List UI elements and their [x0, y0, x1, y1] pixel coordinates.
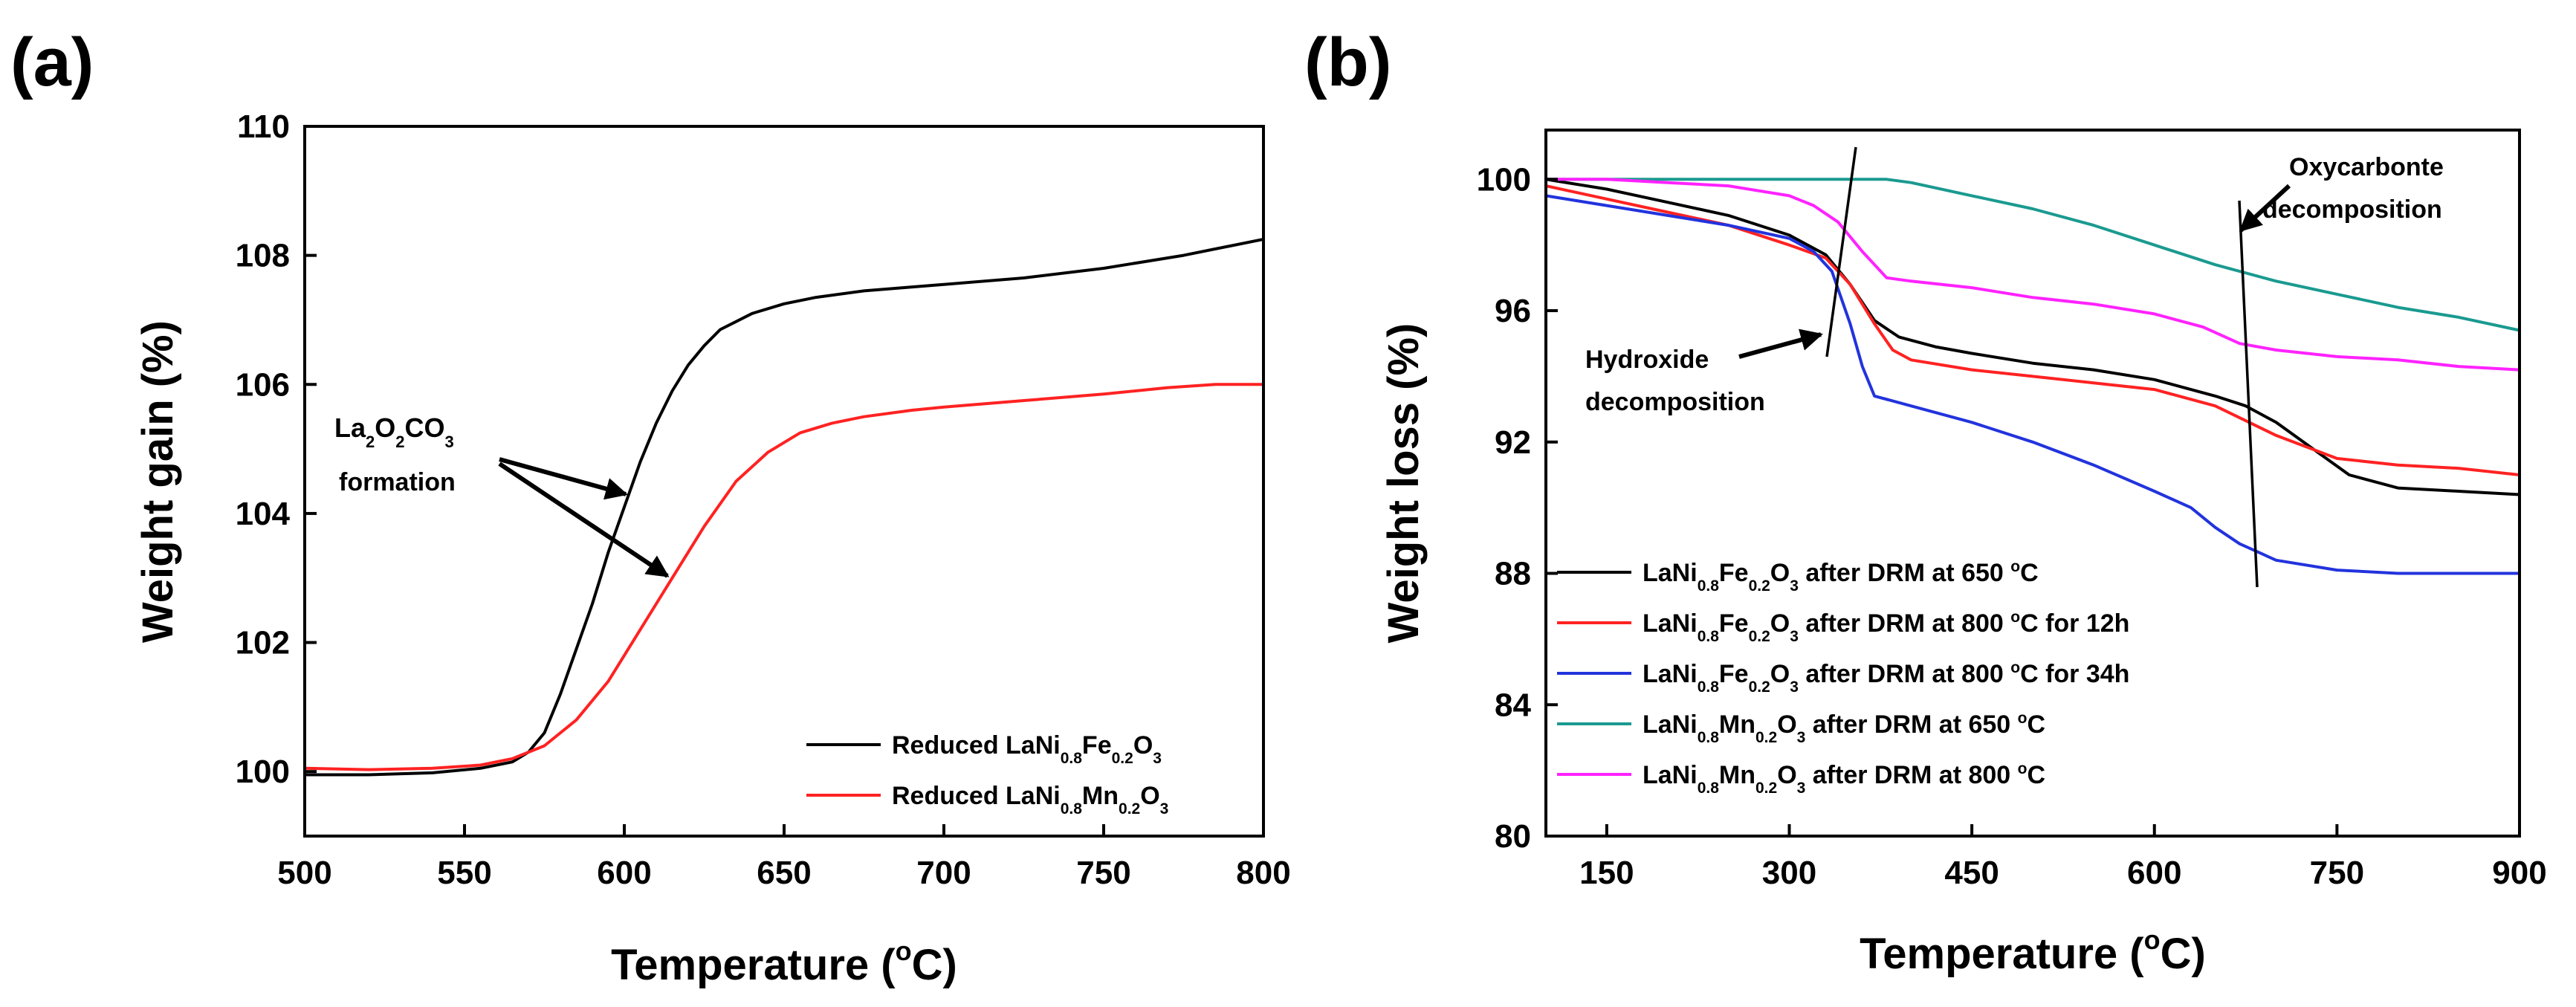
panel-a-arrow-lower	[498, 462, 670, 578]
panel-b-ytick-label: 92	[1495, 424, 1531, 461]
panel-b-xtick-label: 300	[1762, 855, 1816, 891]
panel-b-xlabel: Temperature (oC)	[1860, 925, 2206, 978]
panel-b-series-line-5	[1544, 178, 2521, 372]
panel-a-xtick-label: 500	[277, 855, 331, 891]
panel-a-ytick-label: 106	[236, 366, 290, 403]
panel-b-xtick-label: 750	[2310, 855, 2364, 891]
panel-b-legend-label-5: LaNi0.8Mn0.2O3 after DRM at 800 oC	[1643, 760, 2045, 797]
panel-a-ytick-label: 102	[236, 625, 290, 661]
panel-a-label: (a)	[10, 25, 94, 100]
panel-b-annotation-oxy-decomp: decomposition	[2262, 195, 2442, 224]
panel-b-chart: (b) 150 300 450 600 750 900 80 84 88 92 96 100 Weig…	[1304, 25, 2547, 978]
panel-b-series-group	[1544, 178, 2521, 575]
panel-a-ytick-label: 110	[237, 109, 290, 145]
panel-b-ytick-label: 84	[1495, 687, 1531, 723]
panel-b-series-line-2	[1544, 184, 2521, 476]
panel-a-series-line-1	[303, 237, 1265, 777]
panel-b-arrow-hydroxide	[1738, 328, 1823, 359]
panel-b-annotation-oxycarbonte: Oxycarbonte	[2289, 153, 2444, 181]
panel-b-xtick-label: 600	[2127, 855, 2181, 891]
panel-b-label: (b)	[1304, 25, 1391, 100]
panel-a-chart: (a) 500 550 600 650 700 750 800 100 102 104 106 108…	[10, 25, 1291, 989]
panel-b-ytick-label: 88	[1495, 556, 1531, 592]
panel-a-series-group	[303, 237, 1265, 777]
panel-a-annotation-formula: La2O2CO3	[334, 412, 454, 451]
panel-a-ytick-label: 104	[236, 496, 291, 532]
panel-a-xtick-label: 750	[1076, 855, 1130, 891]
panel-b-legend-label-2: LaNi0.8Fe0.2O3 after DRM at 800 oC for 1…	[1643, 609, 2129, 645]
panel-b-legend-label-4: LaNi0.8Mn0.2O3 after DRM at 650 oC	[1643, 710, 2045, 746]
panel-a-legend-label-2: Reduced LaNi0.8Mn0.2O3	[892, 782, 1168, 817]
panel-a-arrow-upper	[499, 457, 628, 500]
panel-a-legend: Reduced LaNi0.8Fe0.2O3 Reduced LaNi0.8Mn0…	[806, 731, 1168, 817]
panel-a-xtick-label: 800	[1236, 855, 1290, 891]
panel-b-annotation-hydroxide: Hydroxide	[1585, 346, 1709, 374]
panel-b-arrow-oxycarbonate	[2239, 184, 2291, 233]
panel-b-ytick-label: 96	[1495, 293, 1531, 329]
panel-b-axes: 150 300 450 600 750 900 80 84 88 92 96 100	[1477, 161, 2547, 891]
panel-b-legend: LaNi0.8Fe0.2O3 after DRM at 650 oC LaNi0.…	[1557, 558, 2129, 797]
panel-b-series-line-3	[1544, 194, 2521, 575]
panel-a-xlabel: Temperature (oC)	[611, 936, 957, 989]
panel-b-legend-label-3: LaNi0.8Fe0.2O3 after DRM at 800 oC for 3…	[1643, 659, 2129, 696]
panel-a-xtick-label: 700	[916, 855, 971, 891]
panel-a-axes: 500 550 600 650 700 750 800 100 102 104 106 108 110	[236, 109, 1291, 891]
panel-a-legend-label-1: Reduced LaNi0.8Fe0.2O3	[892, 731, 1162, 767]
panel-a-ylabel: Weight gain (%)	[134, 320, 182, 643]
panel-b-xtick-label: 150	[1579, 855, 1634, 891]
panel-b-ylabel: Weight loss (%)	[1379, 323, 1428, 644]
panel-a-series-line-2	[303, 383, 1265, 771]
panel-b-xtick-label: 450	[1944, 855, 1999, 891]
panel-a-ytick-label: 108	[236, 238, 290, 274]
panel-b-ytick-label: 80	[1495, 818, 1531, 855]
panel-b-plot-frame	[1544, 129, 2521, 838]
panel-b-legend-label-1: LaNi0.8Fe0.2O3 after DRM at 650 oC	[1643, 558, 2039, 595]
panel-b-series-line-1	[1544, 178, 2521, 496]
panel-a-ytick-label: 100	[236, 754, 290, 790]
panel-a-annotation-formation: formation	[339, 468, 456, 496]
panel-b-series-line-4	[1544, 178, 2521, 332]
panel-b-ytick-label: 100	[1477, 161, 1531, 198]
panel-b-oxycarbonate-guide-line	[2238, 200, 2259, 588]
panel-a-xtick-label: 650	[757, 855, 811, 891]
panel-b-xtick-label: 900	[2492, 855, 2546, 891]
panel-b-annotation-hydroxide-decomp: decomposition	[1585, 388, 1765, 416]
panel-a-xtick-label: 550	[437, 855, 491, 891]
panel-a-xtick-label: 600	[597, 855, 651, 891]
panel-b-hydroxide-guide-line	[1825, 146, 1857, 357]
